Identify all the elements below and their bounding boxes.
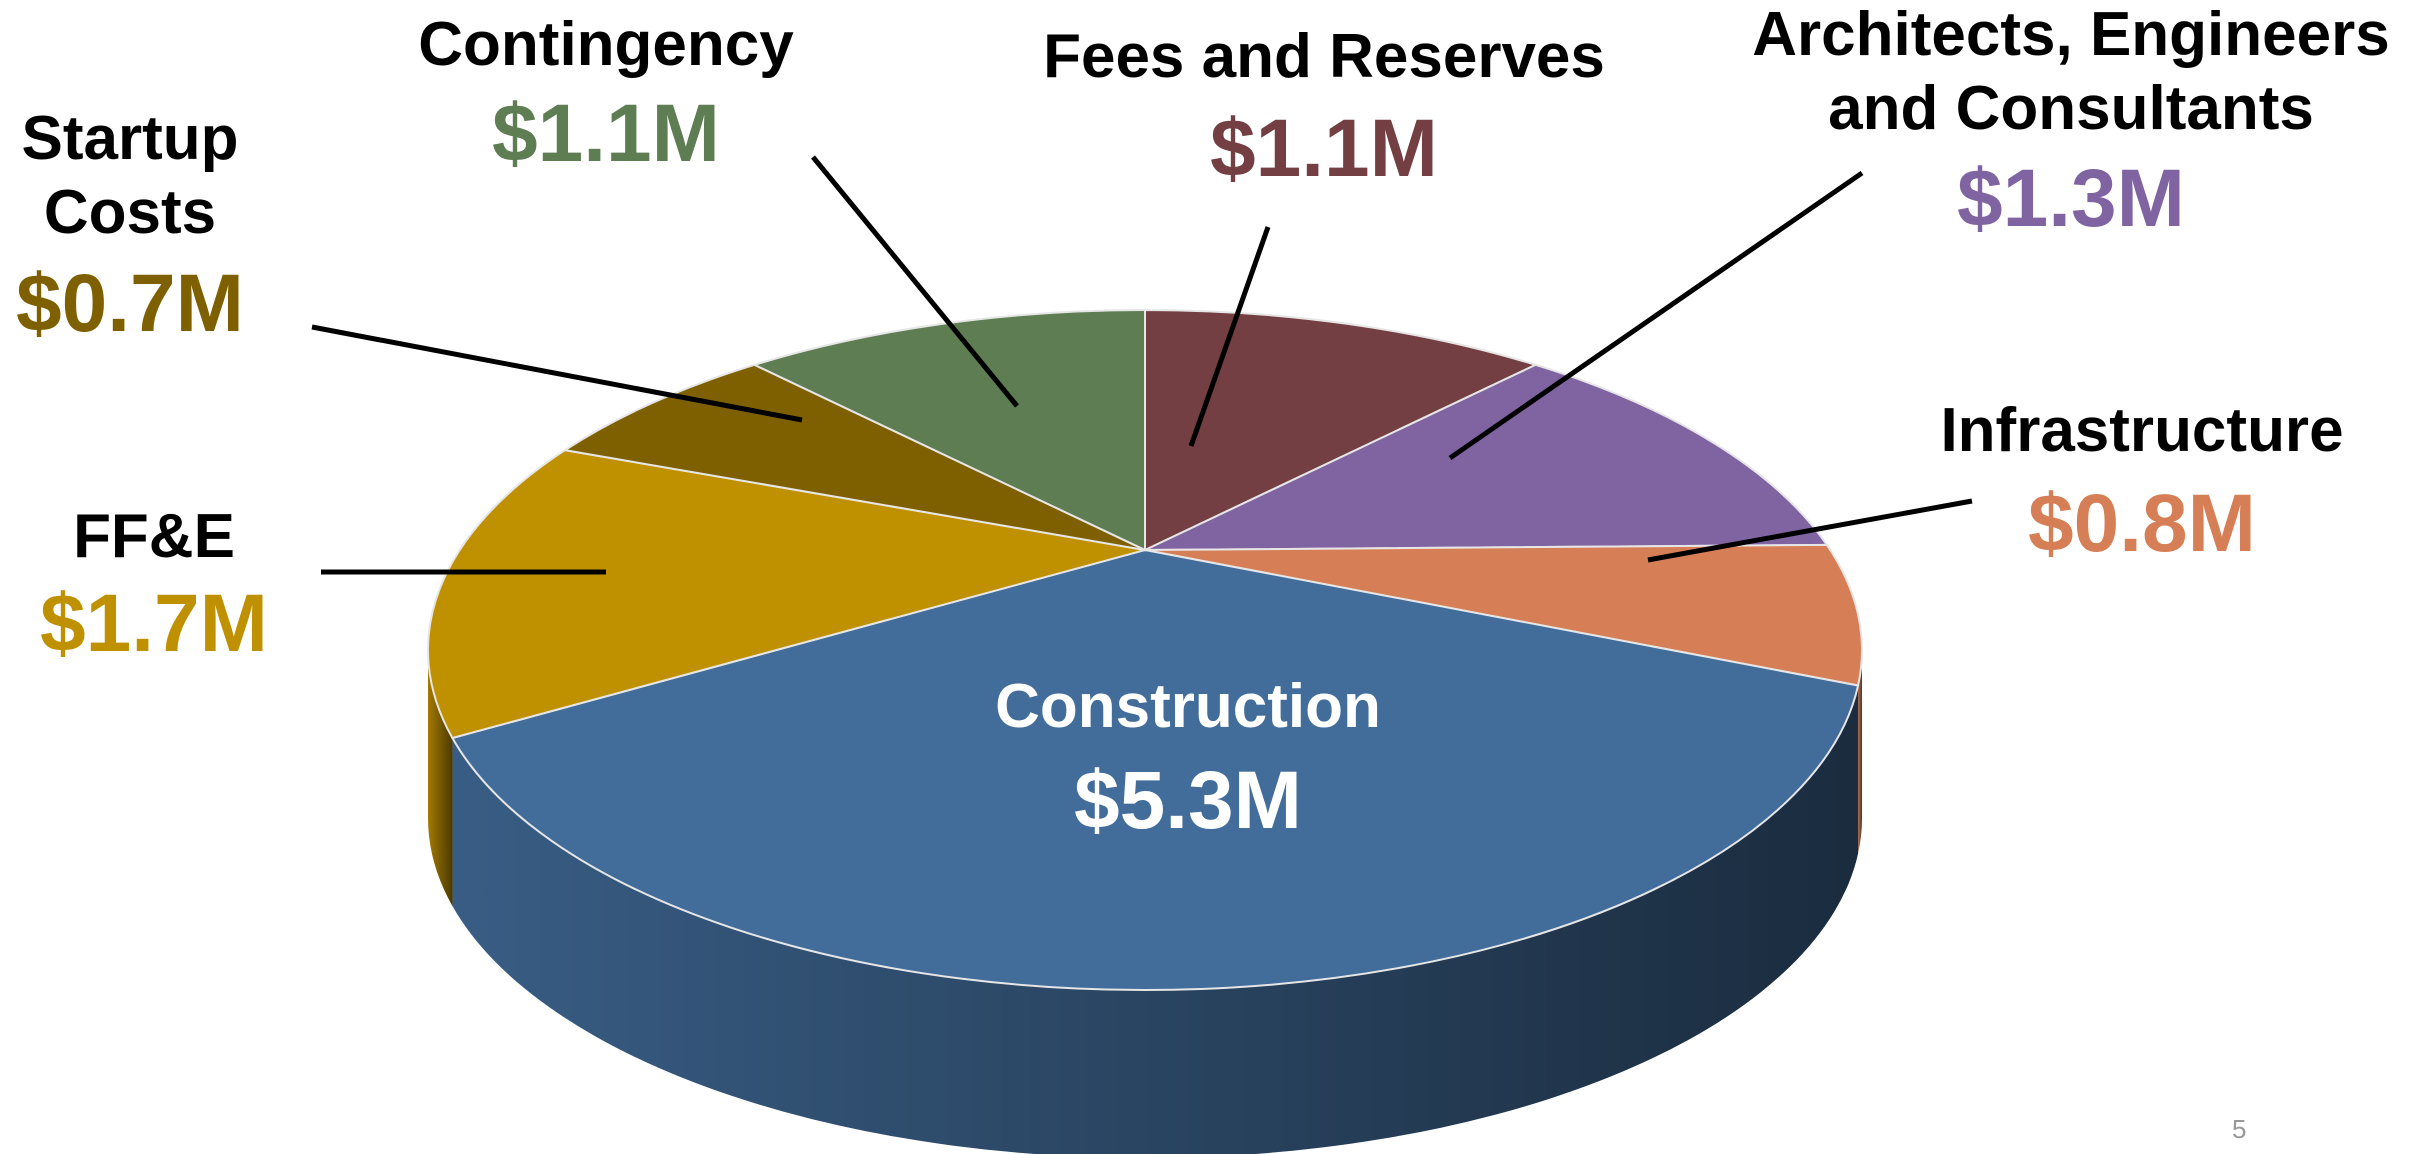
leader-line [1188,226,1271,447]
slice-value: $0.8M [2028,478,2256,569]
pie-slice [1144,308,1539,552]
pie-slice [427,449,1146,740]
leader-line [1647,498,1973,563]
leader-line [1448,170,1864,461]
slice-name: Contingency [418,10,794,79]
slice-name: Fees and Reserves [1043,22,1605,91]
side-shade [428,650,453,906]
slice-name: Startup Costs [21,104,239,248]
slice-name: Architects, Engineers and Consultants [1752,0,2390,144]
slice-value: $1.3M [1957,153,2185,244]
pie-slice [450,548,1860,991]
slice-name: FF&E [73,502,235,571]
leader-line [811,155,1019,408]
slice-value: $1.1M [1210,103,1438,194]
side-shade [1858,650,1862,854]
side-shade [452,685,1859,1154]
pie-slice [751,308,1146,552]
slide-number: 5 [2232,1114,2247,1144]
pie-slice [562,363,1146,551]
slice-value: $0.7M [16,258,244,349]
slice-value: $1.1M [492,88,720,179]
slice-name: Construction [995,672,1381,741]
slice-value: $5.3M [1074,755,1302,846]
pie-slice [1144,363,1829,551]
slice-value: $1.7M [40,578,268,669]
pie-slice [1144,543,1863,687]
leader-line [311,324,803,423]
slice-name: Infrastructure [1940,396,2344,465]
